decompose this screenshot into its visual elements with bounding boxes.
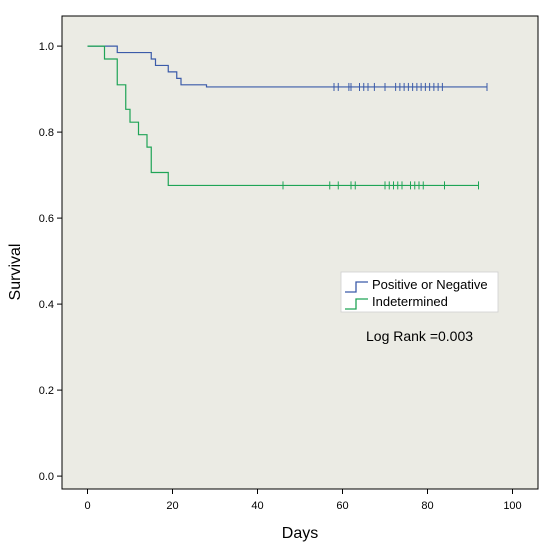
series-layer bbox=[87, 45, 488, 190]
series-line-positive-or-negative bbox=[87, 45, 487, 88]
x-tick-label: 80 bbox=[421, 500, 433, 512]
x-tick-label: 60 bbox=[336, 500, 348, 512]
legend: Positive or Negative Indetermined bbox=[340, 271, 499, 313]
log-rank-annotation: Log Rank =0.003 bbox=[366, 328, 473, 344]
x-axis: 0 20 40 60 80 100 bbox=[84, 489, 522, 512]
y-tick-label: 0.4 bbox=[39, 299, 54, 311]
legend-swatch-positive-or-negative bbox=[345, 281, 368, 293]
plot-area bbox=[61, 15, 539, 490]
legend-label-positive-or-negative: Positive or Negative bbox=[372, 277, 488, 292]
y-axis-title: Survival bbox=[7, 244, 24, 301]
x-tick-label: 40 bbox=[251, 500, 263, 512]
y-tick-label: 0.2 bbox=[39, 385, 54, 397]
series-line-indetermined bbox=[87, 45, 479, 187]
legend-swatch-indetermined bbox=[345, 298, 368, 310]
x-tick-label: 20 bbox=[166, 500, 178, 512]
y-tick-label: 0.0 bbox=[39, 471, 54, 483]
x-tick-label: 0 bbox=[84, 500, 90, 512]
x-tick-label: 100 bbox=[503, 500, 521, 512]
y-tick-label: 0.8 bbox=[39, 127, 54, 139]
y-tick-label: 1.0 bbox=[39, 41, 54, 53]
x-axis-title: Days bbox=[282, 525, 318, 542]
legend-box bbox=[340, 271, 499, 313]
legend-label-indetermined: Indetermined bbox=[372, 294, 448, 309]
y-tick-label: 0.6 bbox=[39, 213, 54, 225]
y-axis: 0.0 0.2 0.4 0.6 0.8 1.0 bbox=[39, 41, 62, 483]
